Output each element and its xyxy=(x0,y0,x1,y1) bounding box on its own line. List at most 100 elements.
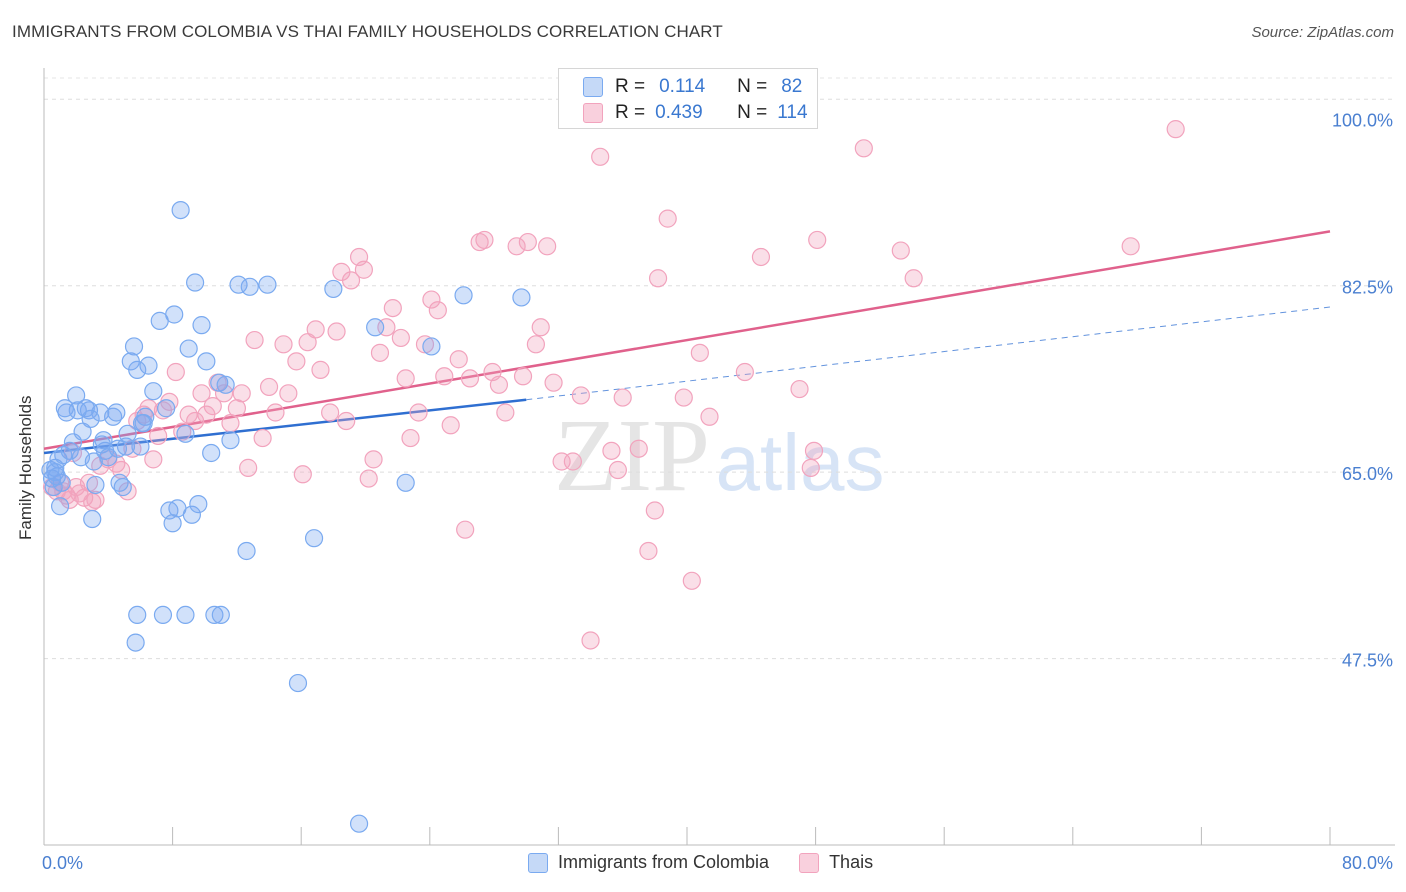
thais-point xyxy=(674,388,693,407)
colombia-point xyxy=(73,422,92,441)
thais-point xyxy=(700,407,719,426)
thais-point xyxy=(293,465,312,484)
axes xyxy=(43,68,1395,846)
r-label: R = xyxy=(615,76,646,97)
thais-point xyxy=(259,377,279,397)
colombia-point xyxy=(186,273,205,292)
r-label: R = xyxy=(615,102,646,123)
thais-point xyxy=(192,384,211,403)
pink-trend-line xyxy=(43,230,1331,450)
n-label: N = xyxy=(737,102,768,123)
colombia-point xyxy=(52,473,71,492)
n-label: N = xyxy=(737,76,768,97)
data-points xyxy=(41,120,1185,833)
thais-point xyxy=(449,350,468,369)
y-tick-label: 65.0% xyxy=(1342,464,1393,484)
colombia-point xyxy=(126,633,145,652)
pink-swatch xyxy=(799,852,820,873)
thais-point xyxy=(401,428,420,448)
colombia-point xyxy=(182,505,201,524)
y-tick-label: 100.0% xyxy=(1332,110,1393,130)
thais-point xyxy=(337,411,356,431)
y-axis-label: Family Households xyxy=(16,395,35,540)
colombia-point xyxy=(139,356,158,375)
colombia-point xyxy=(197,352,216,371)
colombia-point xyxy=(211,605,230,625)
thais-point xyxy=(306,320,325,339)
thais-point xyxy=(790,379,809,399)
thais-point xyxy=(854,139,873,158)
thais-point xyxy=(658,209,677,228)
stats-row-colombia: R = 0.114 N = 82 xyxy=(583,74,802,100)
thais-point xyxy=(608,460,627,480)
thais-point xyxy=(801,458,820,477)
colombia-point xyxy=(454,286,473,305)
colombia-point xyxy=(131,437,150,456)
y-tick-label: 47.5% xyxy=(1342,651,1393,671)
colombia-point xyxy=(229,275,248,294)
chart-title: IMMIGRANTS FROM COLOMBIA VS THAI FAMILY … xyxy=(12,22,723,41)
colombia-point xyxy=(118,424,137,443)
thais-point xyxy=(409,403,428,422)
blue-swatch xyxy=(528,852,548,873)
thais-point xyxy=(327,322,346,341)
y-tick-labels: 47.5% 65.0% 82.5% 100.0% xyxy=(1332,110,1393,670)
thais-point xyxy=(507,237,526,256)
thais-point xyxy=(239,458,258,477)
thais-point xyxy=(370,343,390,362)
thais-point xyxy=(581,631,600,650)
colombia-point xyxy=(422,337,441,356)
thais-point xyxy=(531,318,550,337)
colombia-point xyxy=(84,452,103,471)
colombia-point xyxy=(50,497,70,516)
watermark-atlas: atlas xyxy=(716,418,885,507)
colombia-point xyxy=(324,279,343,299)
n-value: 114 xyxy=(777,102,808,123)
x-tick-max: 80.0% xyxy=(1341,853,1393,873)
colombia-point xyxy=(171,200,190,220)
colombia-point xyxy=(153,605,173,625)
watermark-zip: ZIP xyxy=(554,398,710,513)
colombia-point xyxy=(86,475,105,495)
legend-item-thais[interactable]: Thais xyxy=(799,852,873,873)
colombia-point xyxy=(46,463,65,482)
colombia-point xyxy=(205,605,224,625)
colombia-point xyxy=(157,399,176,418)
colombia-point xyxy=(237,541,256,561)
thais-point xyxy=(383,299,402,318)
thais-point xyxy=(808,230,827,250)
colombia-point xyxy=(144,382,163,401)
thais-point xyxy=(232,384,251,403)
stats-legend: R = 0.114 N = 82 R = 0.439 N = 114 xyxy=(558,68,818,129)
thais-point xyxy=(751,247,771,267)
thais-point xyxy=(287,352,306,371)
thais-point xyxy=(396,369,415,388)
colombia-point xyxy=(132,414,152,433)
thais-point xyxy=(571,386,591,405)
thais-point xyxy=(682,571,701,590)
colombia-point xyxy=(304,529,324,548)
colombia-point xyxy=(189,495,208,514)
colombia-point xyxy=(396,473,415,492)
r-value: 0.114 xyxy=(659,76,706,97)
colombia-point xyxy=(165,305,184,324)
colombia-point xyxy=(366,318,385,337)
thais-point xyxy=(460,369,480,388)
thais-point xyxy=(364,450,383,469)
watermark: ZIP atlas xyxy=(554,398,884,513)
thais-point xyxy=(253,428,272,448)
thais-point xyxy=(203,397,222,416)
thais-point xyxy=(245,330,264,350)
colombia-point xyxy=(67,386,86,405)
thais-point xyxy=(186,411,205,431)
thais-point xyxy=(1121,237,1140,256)
thais-point xyxy=(648,269,668,288)
colombia-point xyxy=(221,431,240,450)
colombia-point xyxy=(179,339,198,358)
colombia-point xyxy=(107,403,126,422)
legend-item-colombia[interactable]: Immigrants from Colombia xyxy=(528,852,769,873)
thais-point xyxy=(1166,120,1185,139)
thais-point xyxy=(173,422,192,441)
colombia-point xyxy=(81,409,100,428)
